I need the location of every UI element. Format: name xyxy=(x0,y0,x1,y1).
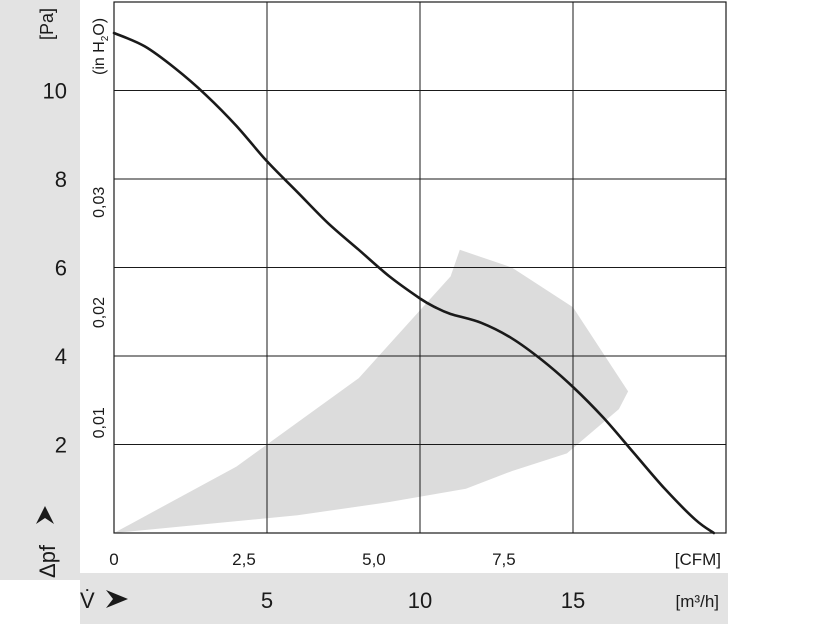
x-tick-label-cfm: 2,5 xyxy=(232,550,256,569)
y-secondary-unit-label: (in H2O) xyxy=(91,18,111,75)
x-unit-cfm-label: [CFM] xyxy=(675,550,721,569)
y-tick-label-pa: 2 xyxy=(55,433,67,458)
y-tick-label-pa: 6 xyxy=(55,256,67,281)
y-axis-arrow-icon xyxy=(36,506,54,524)
fan-pressure-curve xyxy=(112,31,716,535)
y-tick-label-inh2o: 0,03 xyxy=(91,187,108,218)
x-tick-label-m3h: 10 xyxy=(408,588,432,613)
y-tick-label-inh2o: 0,02 xyxy=(91,297,108,328)
y-unit-pa-label: [Pa] xyxy=(37,8,57,40)
x-tick-label-cfm: 7,5 xyxy=(492,550,516,569)
x-tick-label-cfm: 5,0 xyxy=(362,550,386,569)
bottom-axis-panel xyxy=(80,573,728,624)
y-tick-label-pa: 10 xyxy=(43,79,67,104)
x-axis-arrow-icon xyxy=(106,590,128,608)
y-axis-symbol: Δpf xyxy=(35,544,60,578)
x-unit-m3h-label: [m³/h] xyxy=(676,592,719,611)
x-tick-label-cfm: 0 xyxy=(109,550,118,569)
x-tick-label-m3h: 15 xyxy=(561,588,585,613)
y-tick-label-inh2o: 0,01 xyxy=(91,407,108,438)
left-axis-panel xyxy=(0,0,80,580)
x-tick-label-m3h: 5 xyxy=(261,588,273,613)
y-tick-label-pa: 4 xyxy=(55,344,67,369)
operating-range-band xyxy=(114,249,629,534)
x-axis-symbol: V̇ xyxy=(80,588,95,613)
y-tick-label-pa: 8 xyxy=(55,167,67,192)
